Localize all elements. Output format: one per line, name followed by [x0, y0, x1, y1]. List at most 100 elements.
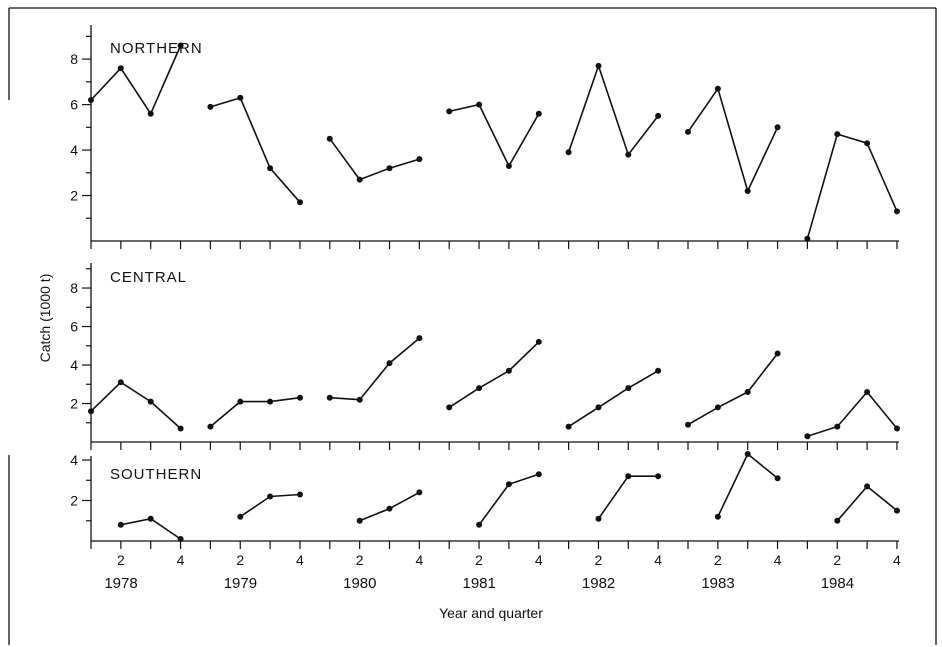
data-point [864, 389, 871, 395]
series-line [687, 86, 779, 194]
y-tick-label: 2 [70, 396, 78, 412]
data-point [864, 483, 871, 490]
x-year-label: 1983 [701, 575, 734, 592]
data-point [625, 151, 632, 158]
series-line [448, 341, 540, 409]
series-line [120, 517, 182, 540]
data-point [117, 521, 124, 528]
data-point [386, 165, 393, 172]
data-point [326, 394, 333, 401]
data-point [744, 389, 751, 395]
y-tick-label: 8 [70, 280, 78, 296]
x-quarter-label: 4 [774, 552, 782, 568]
data-point [595, 404, 602, 411]
data-point [535, 471, 542, 478]
data-point [267, 493, 274, 500]
data-point [476, 101, 483, 108]
data-point [237, 94, 244, 101]
data-point [356, 517, 363, 524]
data-point [207, 423, 214, 430]
data-point [237, 513, 244, 520]
data-point [147, 515, 154, 522]
data-point [774, 475, 781, 482]
y-tick-label: 8 [70, 51, 78, 67]
data-point [476, 385, 483, 392]
data-point [416, 489, 423, 496]
series-line [90, 381, 182, 430]
panels-layer: 2 4 6 8 NORTHERN 2 4 6 8 CENTRAL 2 4 SOUTHERN [8, 7, 937, 645]
data-point [625, 385, 632, 392]
x-quarter-label: 4 [415, 552, 423, 568]
data-point [505, 481, 512, 488]
panel-title: CENTRAL [110, 269, 187, 286]
x-quarter-label: 4 [893, 552, 901, 568]
data-point [774, 124, 781, 131]
x-quarter-label: 4 [177, 552, 185, 568]
y-axis-title: Catch (1000 t) [37, 274, 53, 363]
x-quarter-label: 2 [714, 552, 722, 568]
data-point [237, 398, 244, 405]
data-point [714, 85, 721, 92]
x-quarter-label: 4 [296, 552, 304, 568]
data-point [88, 408, 94, 415]
series-line [329, 138, 420, 181]
data-point [147, 110, 154, 117]
data-point [894, 208, 900, 215]
x-axis: 2 4 1978 2 4 1979 2 4 1980 2 4 1981 2 4 1982 2 4 1983 2 4 19… [104, 552, 901, 592]
series-line [806, 133, 898, 239]
x-year-label: 1979 [224, 575, 257, 592]
data-point [177, 536, 184, 542]
data-point [267, 398, 274, 405]
x-quarter-label: 4 [654, 552, 662, 568]
data-point [834, 131, 841, 138]
x-year-label: 1984 [821, 575, 854, 592]
data-point [117, 379, 124, 386]
y-tick-label: 4 [70, 142, 78, 158]
x-quarter-label: 2 [117, 552, 125, 568]
y-tick-label: 2 [70, 188, 78, 204]
data-point [714, 513, 721, 520]
data-point [297, 394, 303, 401]
data-point [267, 165, 274, 172]
series-line [836, 485, 898, 522]
data-point [297, 491, 303, 498]
data-point [446, 108, 453, 115]
data-point [685, 128, 691, 135]
data-point [147, 398, 154, 405]
data-point [595, 515, 602, 522]
x-year-label: 1980 [343, 575, 376, 592]
data-point [535, 338, 542, 345]
x-quarter-label: 2 [833, 552, 841, 568]
series-line [449, 103, 540, 168]
data-point [864, 140, 871, 147]
x-year-label: 1982 [582, 575, 615, 592]
data-point [595, 62, 602, 69]
series-line [687, 353, 779, 426]
data-point [386, 360, 393, 367]
data-point [834, 517, 841, 524]
data-point [894, 507, 900, 514]
series-line [597, 475, 659, 520]
data-point [326, 135, 333, 142]
series-line [329, 337, 420, 401]
x-quarter-label: 2 [356, 552, 364, 568]
series-line [807, 390, 898, 437]
series-line [210, 96, 301, 203]
data-point [685, 421, 691, 428]
panel-title: NORTHERN [110, 40, 203, 57]
data-point [476, 521, 483, 528]
series-line [568, 370, 659, 428]
data-point [446, 404, 453, 411]
data-point [774, 350, 781, 357]
data-point [207, 103, 214, 110]
data-point [117, 65, 124, 72]
x-quarter-label: 4 [535, 552, 543, 568]
data-point [655, 112, 662, 119]
data-point [297, 199, 303, 206]
data-point [625, 473, 632, 480]
data-point [416, 156, 423, 163]
data-point [565, 149, 572, 156]
x-quarter-label: 2 [475, 552, 483, 568]
data-point [744, 188, 751, 194]
